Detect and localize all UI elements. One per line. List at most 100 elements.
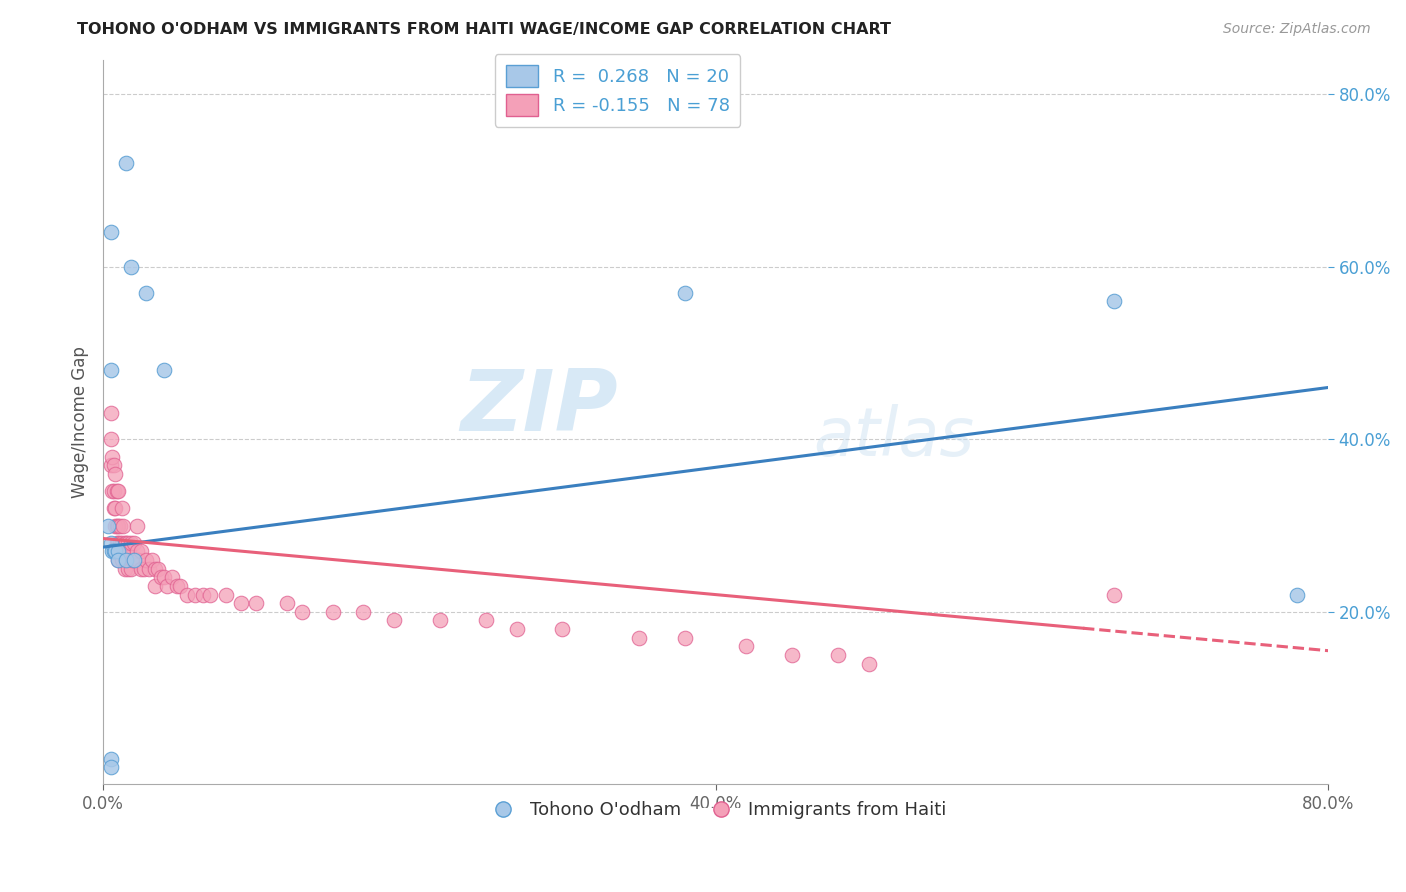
Point — [131, 562, 153, 576]
Point — [115, 553, 138, 567]
Point — [291, 605, 314, 619]
Point — [125, 544, 148, 558]
Point — [122, 536, 145, 550]
Point — [148, 562, 170, 576]
Point — [382, 614, 405, 628]
Point — [115, 553, 138, 567]
Point — [138, 562, 160, 576]
Point — [141, 553, 163, 567]
Point — [112, 544, 135, 558]
Point — [107, 518, 129, 533]
Point — [107, 544, 129, 558]
Point — [104, 518, 127, 533]
Point — [150, 570, 173, 584]
Point — [200, 588, 222, 602]
Point — [103, 501, 125, 516]
Point — [827, 648, 849, 662]
Point — [100, 751, 122, 765]
Point — [229, 596, 252, 610]
Point — [107, 553, 129, 567]
Point — [100, 363, 122, 377]
Point — [780, 648, 803, 662]
Point — [110, 536, 132, 550]
Point — [160, 570, 183, 584]
Point — [114, 562, 136, 576]
Point — [1102, 588, 1125, 602]
Point — [166, 579, 188, 593]
Point — [156, 579, 179, 593]
Point — [735, 640, 758, 654]
Point — [121, 553, 143, 567]
Point — [505, 622, 527, 636]
Y-axis label: Wage/Income Gap: Wage/Income Gap — [72, 346, 89, 498]
Point — [131, 544, 153, 558]
Text: atlas: atlas — [814, 403, 974, 469]
Point — [551, 622, 574, 636]
Point — [104, 544, 127, 558]
Point — [104, 501, 127, 516]
Point — [125, 518, 148, 533]
Point — [105, 536, 128, 550]
Point — [100, 760, 122, 774]
Point — [120, 562, 142, 576]
Point — [112, 518, 135, 533]
Point — [1286, 588, 1309, 602]
Point — [120, 536, 142, 550]
Point — [429, 614, 451, 628]
Point — [103, 458, 125, 472]
Point — [115, 536, 138, 550]
Point — [103, 544, 125, 558]
Point — [169, 579, 191, 593]
Point — [107, 553, 129, 567]
Point — [97, 518, 120, 533]
Point — [858, 657, 880, 671]
Point — [103, 483, 125, 498]
Point — [107, 483, 129, 498]
Point — [100, 406, 122, 420]
Point — [101, 544, 124, 558]
Point — [143, 562, 166, 576]
Point — [122, 553, 145, 567]
Point — [107, 536, 129, 550]
Point — [176, 588, 198, 602]
Point — [135, 285, 157, 300]
Point — [110, 501, 132, 516]
Point — [191, 588, 214, 602]
Point — [1102, 294, 1125, 309]
Point — [322, 605, 344, 619]
Point — [475, 614, 498, 628]
Point — [352, 605, 374, 619]
Point — [117, 536, 139, 550]
Point — [120, 260, 142, 274]
Point — [127, 553, 149, 567]
Point — [100, 536, 122, 550]
Point — [108, 518, 131, 533]
Point — [117, 562, 139, 576]
Text: TOHONO O'ODHAM VS IMMIGRANTS FROM HAITI WAGE/INCOME GAP CORRELATION CHART: TOHONO O'ODHAM VS IMMIGRANTS FROM HAITI … — [77, 22, 891, 37]
Point — [143, 579, 166, 593]
Point — [673, 285, 696, 300]
Point — [276, 596, 298, 610]
Point — [105, 518, 128, 533]
Point — [100, 432, 122, 446]
Point — [135, 553, 157, 567]
Point — [115, 156, 138, 170]
Point — [214, 588, 236, 602]
Point — [153, 570, 176, 584]
Point — [114, 536, 136, 550]
Text: Source: ZipAtlas.com: Source: ZipAtlas.com — [1223, 22, 1371, 37]
Point — [134, 562, 156, 576]
Point — [108, 536, 131, 550]
Point — [100, 225, 122, 239]
Point — [101, 483, 124, 498]
Legend: Tohono O'odham, Immigrants from Haiti: Tohono O'odham, Immigrants from Haiti — [478, 794, 953, 826]
Point — [104, 467, 127, 481]
Point — [122, 553, 145, 567]
Point — [105, 483, 128, 498]
Point — [101, 450, 124, 464]
Point — [184, 588, 207, 602]
Point — [118, 544, 141, 558]
Point — [153, 363, 176, 377]
Point — [673, 631, 696, 645]
Point — [245, 596, 267, 610]
